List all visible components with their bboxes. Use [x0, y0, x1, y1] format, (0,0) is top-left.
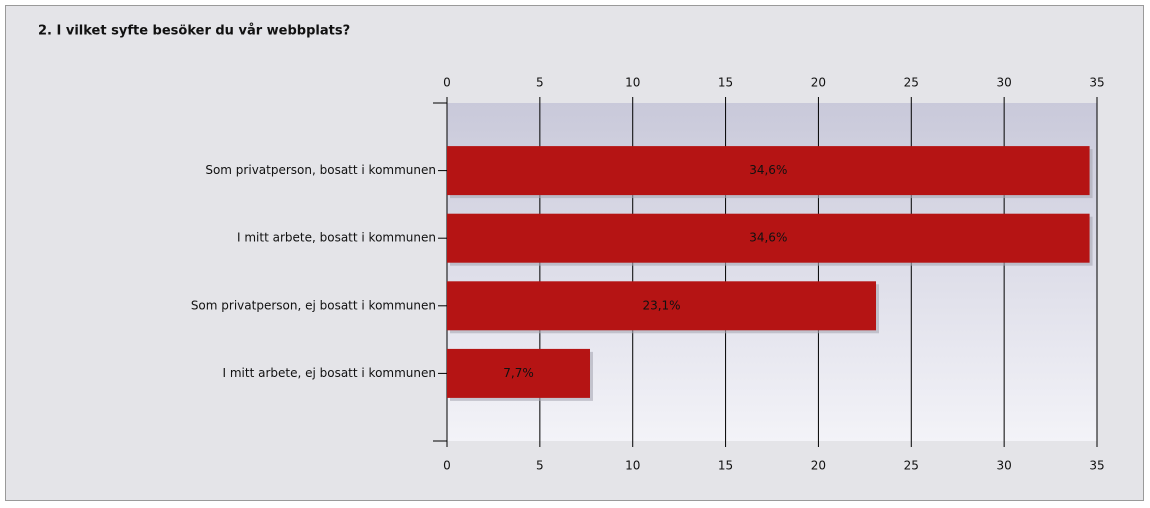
x-tick-label: 0: [443, 459, 451, 473]
x-tick-label: 30: [997, 76, 1012, 90]
bar: [447, 281, 876, 331]
y-tick-label: Som privatperson, bosatt i kommunen: [205, 163, 436, 177]
x-tick-label: 20: [811, 459, 826, 473]
value-label: 23,1%: [642, 298, 680, 312]
x-tick-label: 15: [718, 459, 733, 473]
x-tick-label: 0: [443, 76, 451, 90]
x-tick-label: 25: [904, 459, 919, 473]
x-tick-label: 30: [997, 459, 1012, 473]
y-tick-label: I mitt arbete, ej bosatt i kommunen: [222, 366, 436, 380]
value-label: 34,6%: [749, 231, 787, 245]
value-label: 7,7%: [503, 366, 534, 380]
x-tick-label: 10: [625, 76, 640, 90]
x-tick-label: 20: [811, 76, 826, 90]
x-tick-label: 5: [536, 76, 544, 90]
bar: [447, 213, 1090, 263]
x-tick-label: 25: [904, 76, 919, 90]
y-tick-label: I mitt arbete, bosatt i kommunen: [237, 231, 436, 245]
x-tick-label: 10: [625, 459, 640, 473]
bar: [447, 348, 590, 398]
x-tick-label: 5: [536, 459, 544, 473]
chart-title: 2. I vilket syfte besöker du vår webbpla…: [38, 24, 350, 39]
value-label: 34,6%: [749, 163, 787, 177]
x-tick-label: 35: [1089, 459, 1104, 473]
y-tick-label: Som privatperson, ej bosatt i kommunen: [191, 298, 436, 312]
bar: [447, 146, 1090, 196]
x-tick-label: 35: [1089, 76, 1104, 90]
x-tick-label: 15: [718, 76, 733, 90]
